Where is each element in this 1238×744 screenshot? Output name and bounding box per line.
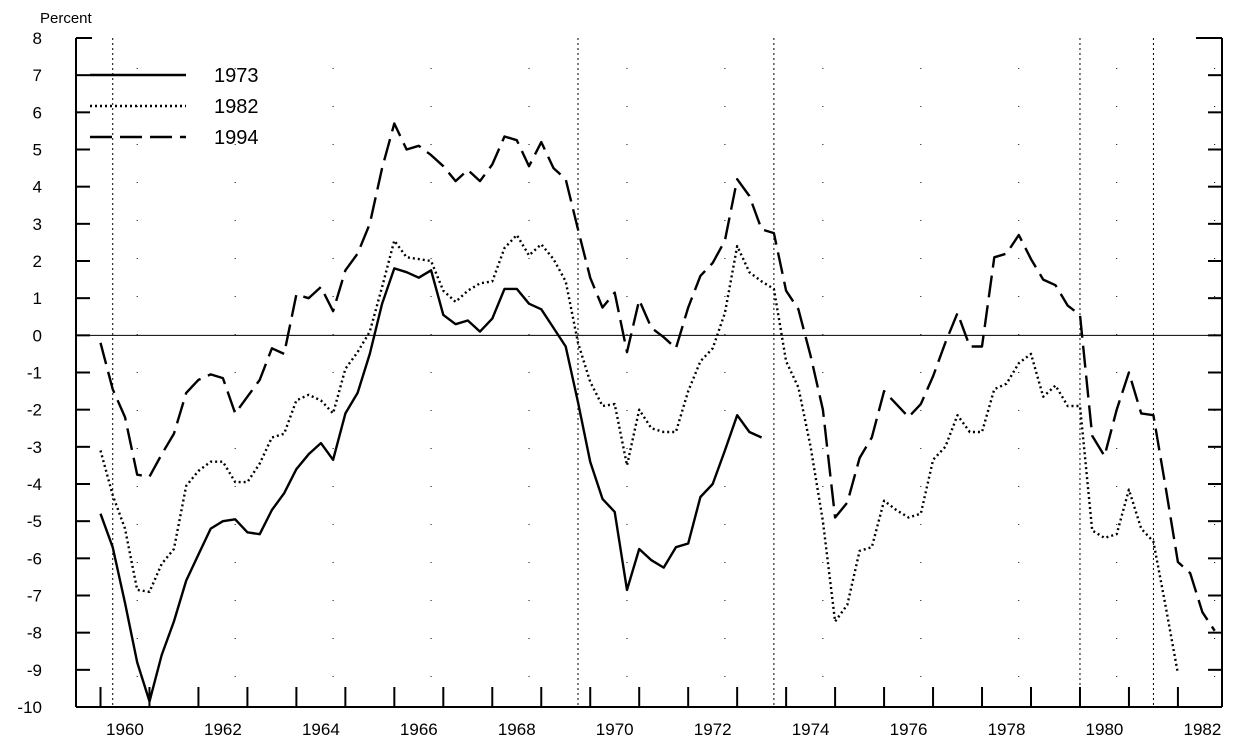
y-tick-label: 5 bbox=[33, 141, 42, 160]
legend-label-1982: 1982 bbox=[214, 96, 259, 118]
y-tick-label: 1 bbox=[33, 289, 42, 308]
x-tick-label: 1966 bbox=[400, 720, 438, 739]
y-tick-label: 3 bbox=[33, 215, 42, 234]
x-tick-label: 1964 bbox=[302, 720, 340, 739]
y-axis-title: Percent bbox=[40, 10, 93, 27]
legend-label-1994: 1994 bbox=[214, 127, 259, 149]
x-tick-label: 1978 bbox=[988, 720, 1026, 739]
y-tick-label: 2 bbox=[33, 252, 42, 271]
y-tick-label: 4 bbox=[33, 178, 42, 197]
y-tick-label: -2 bbox=[27, 401, 42, 420]
x-tick-label: 1970 bbox=[596, 720, 634, 739]
x-tick-label: 1976 bbox=[890, 720, 928, 739]
y-tick-label: -10 bbox=[17, 698, 42, 717]
y-tick-label: -7 bbox=[27, 587, 42, 606]
x-tick-label: 1974 bbox=[792, 720, 830, 739]
y-tick-label: 0 bbox=[33, 326, 42, 345]
x-tick-label: 1960 bbox=[106, 720, 144, 739]
y-tick-label: -4 bbox=[27, 475, 42, 494]
y-tick-label: 7 bbox=[33, 66, 42, 85]
y-tick-label: -6 bbox=[27, 549, 42, 568]
x-tick-label: 1980 bbox=[1086, 720, 1124, 739]
y-tick-label: -5 bbox=[27, 512, 42, 531]
y-tick-label: -1 bbox=[27, 364, 42, 383]
y-tick-label: -9 bbox=[27, 661, 42, 680]
x-tick-label: 1972 bbox=[694, 720, 732, 739]
x-tick-label: 1968 bbox=[498, 720, 536, 739]
x-tick-label: 1982 bbox=[1183, 720, 1221, 739]
y-tick-label: -3 bbox=[27, 438, 42, 457]
series-line-1973 bbox=[99, 267, 763, 703]
x-tick-label: 1962 bbox=[204, 720, 242, 739]
y-tick-label: 6 bbox=[33, 103, 42, 122]
y-tick-label: 8 bbox=[33, 29, 42, 48]
legend-label-1973: 1973 bbox=[214, 65, 259, 87]
y-tick-label: -8 bbox=[27, 624, 42, 643]
series-line-1982 bbox=[99, 233, 1180, 674]
series-line-1994 bbox=[99, 122, 1216, 632]
